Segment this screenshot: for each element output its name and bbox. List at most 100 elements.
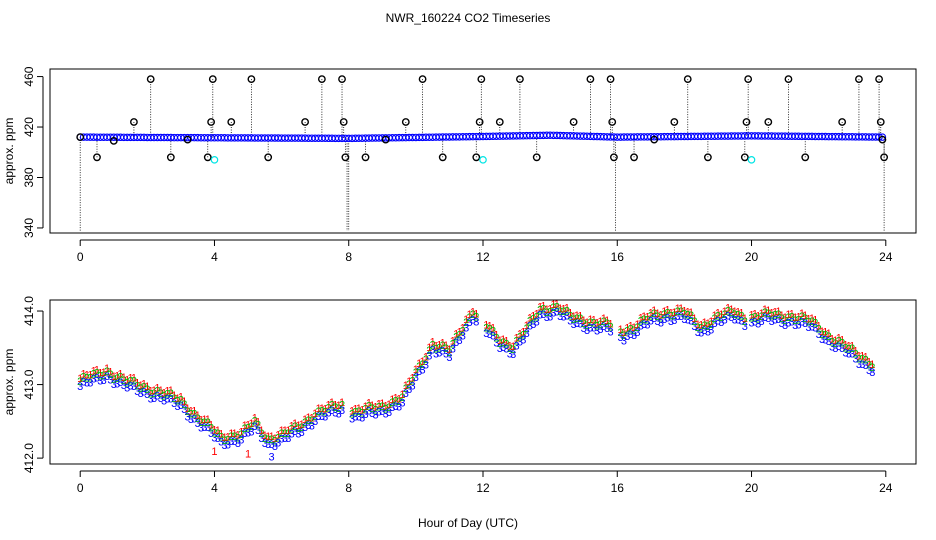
series-2-point: 2 [205, 417, 211, 429]
black-point [381, 135, 390, 144]
series-1-point: 1 [550, 299, 556, 311]
series-1-point: 1 [255, 417, 261, 429]
series-2-point: 2 [644, 314, 650, 326]
series-1-point: 1 [373, 401, 379, 413]
series-2-point: 2 [84, 372, 90, 384]
series-2-point: 2 [416, 361, 422, 373]
series-2-point: 2 [775, 309, 781, 321]
series-2-point: 2 [514, 336, 520, 348]
series-2-point: 2 [752, 311, 758, 323]
series-1-point: 1 [772, 307, 778, 319]
series-3-point: 3 [403, 388, 409, 400]
series-3-point: 3 [748, 318, 754, 330]
series-3-point: 3 [718, 317, 724, 329]
series-3-point: 3 [792, 320, 798, 332]
series-1-point: 1 [651, 305, 657, 317]
series-3-point: 3 [534, 316, 540, 328]
series-3-point: 3 [386, 407, 392, 419]
series-2-point: 2 [379, 401, 385, 413]
series-1-point: 1 [161, 388, 167, 400]
black-point [166, 153, 175, 162]
series-3-point: 3 [456, 335, 462, 347]
series-1-point: 1 [631, 322, 637, 334]
series-3-point: 3 [775, 314, 781, 326]
series-3-point: 3 [742, 321, 748, 333]
series-3-point: 3 [319, 411, 325, 423]
series-1-point: 1 [584, 317, 590, 329]
series-3-point: 3 [503, 344, 509, 356]
top-drop-lines [79, 79, 885, 231]
series-1-point: 1 [792, 312, 798, 324]
series-2-point: 2 [517, 332, 523, 344]
series-3-point: 3 [661, 314, 667, 326]
series-1-point: 1 [148, 385, 154, 397]
series-2-point: 2 [232, 431, 238, 443]
cyan-point [479, 156, 487, 164]
series-1-point: 1 [232, 428, 238, 440]
series-1-point: 1 [829, 334, 835, 346]
series-1-point: 1 [685, 307, 691, 319]
series-3-point: 3 [762, 312, 768, 324]
series-1-point: 1 [225, 432, 231, 444]
series-1-point: 1 [94, 364, 100, 376]
series-1-point: 1 [514, 333, 520, 345]
series-1-point: 1 [765, 305, 771, 317]
series-1-point: 1 [497, 335, 503, 347]
series-2-point: 2 [235, 433, 241, 445]
series-3-point: 3 [420, 364, 426, 376]
series-2-point: 2 [738, 311, 744, 323]
black-point [764, 118, 773, 126]
series-2-point: 2 [695, 322, 701, 334]
series-1-point: 1 [554, 299, 560, 311]
series-3-point: 3 [755, 318, 761, 330]
series-1-point: 1 [456, 327, 462, 339]
series-2-point: 2 [601, 316, 607, 328]
series-2-point: 2 [326, 402, 332, 414]
series-3-point: 3 [779, 318, 785, 330]
series-2-point: 2 [91, 368, 97, 380]
series-3-point: 3 [265, 439, 271, 451]
series-3-point: 3 [366, 406, 372, 418]
series-2-point: 2 [782, 315, 788, 327]
series-1-point: 1 [779, 310, 785, 322]
series-3-point: 3 [305, 420, 311, 432]
series-1-point: 1 [581, 315, 587, 327]
top-series-cyan [210, 156, 756, 164]
series-1-point: 1 [426, 342, 432, 354]
series-2-point: 2 [265, 434, 271, 446]
series-1-point: 1 [698, 320, 704, 332]
series-2-point: 2 [634, 322, 640, 334]
black-point [418, 75, 427, 83]
series-1-point: 1 [416, 358, 422, 370]
series-1-point: 1 [641, 311, 647, 323]
series-3-point: 3 [701, 325, 707, 337]
series-2-point: 2 [168, 388, 174, 400]
series-3-point: 3 [81, 377, 87, 389]
series-3-point: 3 [436, 348, 442, 360]
series-2-point: 2 [215, 428, 221, 440]
series-3-point: 3 [675, 311, 681, 323]
series-3-point: 3 [379, 406, 385, 418]
series-3-point: 3 [842, 348, 848, 360]
series-3-point: 3 [631, 330, 637, 342]
series-1-point: 1 [117, 369, 123, 381]
series-2-point: 2 [198, 417, 204, 429]
series-1-point: 1 [503, 336, 509, 348]
series-2-point: 2 [769, 311, 775, 323]
series-2-point: 2 [446, 347, 452, 359]
series-3-point: 3 [688, 315, 694, 327]
series-3-point: 3 [698, 328, 704, 340]
series-2-point: 2 [430, 339, 436, 351]
series-3-point: 3 [715, 316, 721, 328]
x-tick-label: 8 [345, 481, 352, 495]
series-2-point: 2 [161, 391, 167, 403]
series-1-point: 1 [215, 425, 221, 437]
series-1-point: 1 [279, 425, 285, 437]
series-2-point: 2 [433, 343, 439, 355]
series-3-point: 3 [228, 436, 234, 448]
series-1-point: 1 [121, 372, 127, 384]
series-3-point: 3 [453, 337, 459, 349]
series-3-point: 3 [201, 422, 207, 434]
series-2-point: 2 [282, 428, 288, 440]
series-2-point: 2 [846, 343, 852, 355]
